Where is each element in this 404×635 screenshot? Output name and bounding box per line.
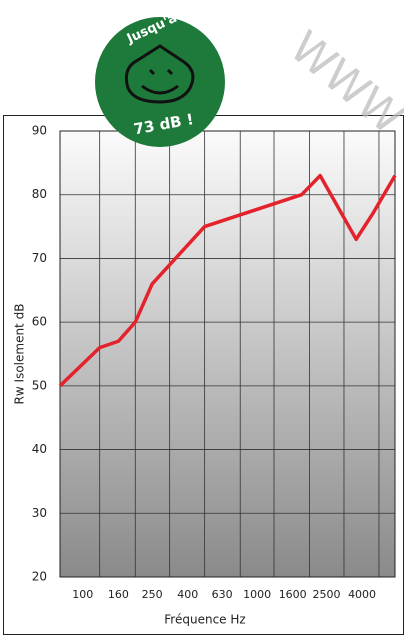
x-tick-label: 1000 [243,588,271,601]
x-tick-label: 400 [177,588,198,601]
plot-border [59,130,396,578]
badge: Jusqu'à 73 dB ! [95,11,225,147]
x-tick-label: 630 [212,588,233,601]
y-tick-label: 60 [32,315,47,329]
x-tick-label: 4000 [348,588,376,601]
plot-area [60,131,395,577]
y-tick-label: 90 [32,124,47,138]
x-tick-label: 2500 [312,588,340,601]
y-tick-label: 50 [32,378,47,392]
x-tick-label: 1600 [279,588,307,601]
y-tick-label: 20 [32,570,47,584]
x-axis-label: Fréquence Hz [164,613,245,627]
badge-circle [95,17,225,147]
x-tick-label: 160 [108,588,129,601]
y-tick-label: 30 [32,506,47,520]
x-tick-label: 250 [142,588,163,601]
y-tick-label: 80 [32,187,47,201]
y-tick-label: 70 [32,251,47,265]
line [58,173,397,388]
x-tick-label: 100 [72,588,93,601]
badge-icon [124,44,195,104]
y-axis-label: Rw Isolement dB [13,304,27,405]
y-tick-label: 40 [32,442,47,456]
